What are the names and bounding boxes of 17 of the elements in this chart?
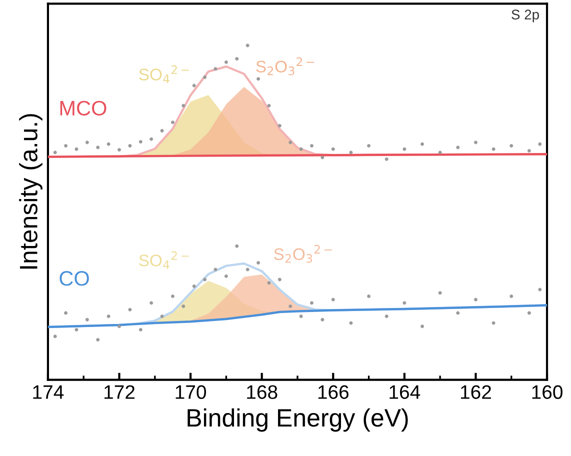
text: S 2p	[512, 10, 539, 22]
y-axis-title: Intensity (a.u.)	[19, 114, 42, 269]
x-tick-label: 166	[318, 385, 349, 399]
series-label: SO$_{4}$$^{2−}$	[139, 65, 189, 84]
x-axis-title: Binding Energy (eV)	[188, 408, 408, 432]
series-label: MCO	[60, 100, 106, 116]
x-tick-label: 162	[460, 385, 491, 399]
series-label: SO$_{4}$$^{2−}$	[139, 251, 189, 269]
series-label: S$_{2}$O$_{3}$$^{2−}$	[274, 244, 332, 263]
x-tick-label: 174	[33, 385, 64, 399]
x-tick-label: 168	[247, 385, 278, 399]
x-tick-label: 170	[176, 385, 206, 399]
x-tick-label: 172	[104, 385, 135, 399]
x-tick-label: 160	[532, 385, 562, 399]
series-label: S$_{2}$O$_{3}$$^{2−}$	[256, 57, 314, 76]
x-tick-label: 164	[390, 385, 420, 399]
series-label: CO	[60, 271, 89, 286]
